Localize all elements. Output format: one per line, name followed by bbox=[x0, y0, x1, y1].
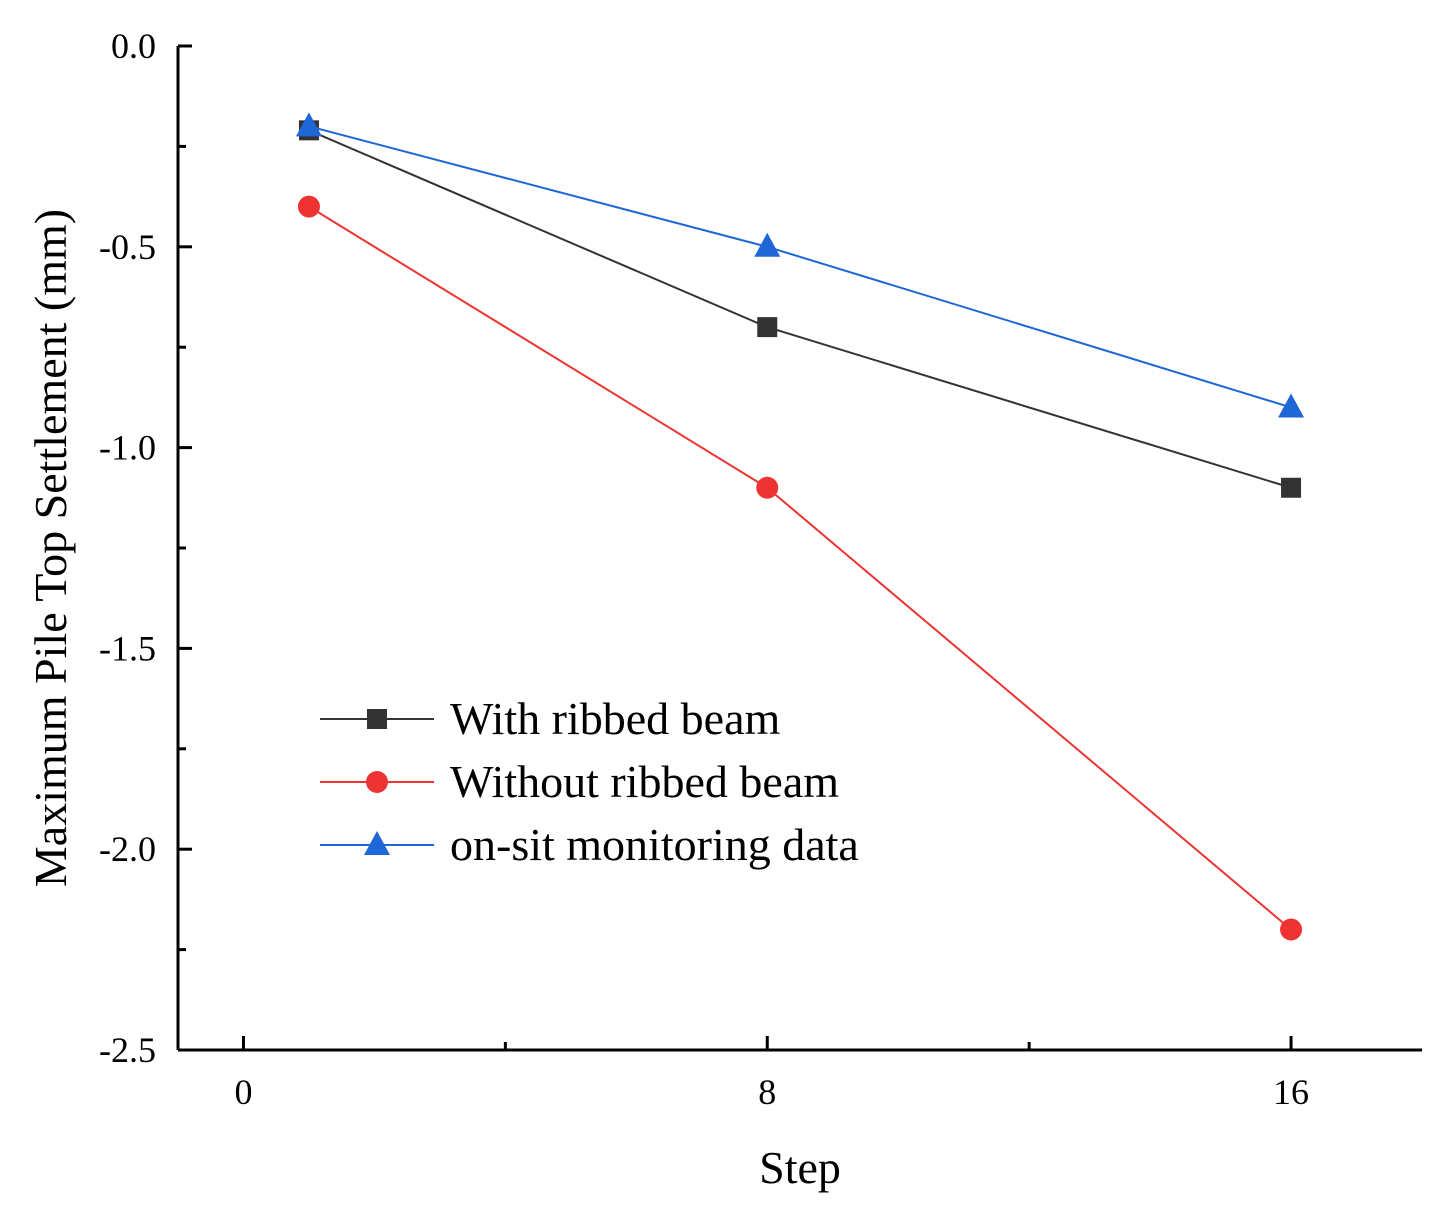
data-point bbox=[754, 232, 781, 257]
data-point bbox=[757, 317, 778, 338]
axes: 0.0 -0.5 -1.0 -1.5 -2.0 -2.5 0 8 16 bbox=[99, 26, 1422, 1112]
data-point bbox=[756, 476, 779, 499]
legend-marker bbox=[366, 771, 388, 793]
legend-marker bbox=[367, 709, 387, 729]
y-tick-label: -1.5 bbox=[99, 628, 156, 668]
series-2 bbox=[297, 195, 1303, 941]
y-tick-label: -2.5 bbox=[99, 1030, 156, 1070]
x-tick-label: 16 bbox=[1273, 1072, 1309, 1112]
series-3 bbox=[295, 112, 1305, 418]
data-point bbox=[1280, 918, 1303, 941]
x-tick-label: 8 bbox=[758, 1072, 776, 1112]
legend-label: With ribbed beam bbox=[450, 693, 780, 744]
legend-marker bbox=[364, 831, 390, 855]
data-point bbox=[1278, 393, 1305, 418]
data-point bbox=[1281, 477, 1302, 498]
legend: With ribbed beam Without ribbed beam on-si… bbox=[320, 693, 859, 870]
y-axis-title: Maximum Pile Top Settlement (mm) bbox=[25, 209, 76, 887]
legend-label: Without ribbed beam bbox=[450, 756, 839, 807]
legend-item: Without ribbed beam bbox=[320, 756, 839, 807]
legend-item: on-sit monitoring data bbox=[320, 819, 859, 870]
y-tick-label: -2.0 bbox=[99, 829, 156, 869]
data-point bbox=[295, 112, 322, 137]
y-tick-label: 0.0 bbox=[111, 26, 156, 66]
x-tick-label: 0 bbox=[234, 1072, 252, 1112]
data-point bbox=[297, 195, 320, 218]
series-1 bbox=[298, 120, 1302, 498]
y-tick-label: -1.0 bbox=[99, 428, 156, 468]
legend-item: With ribbed beam bbox=[320, 693, 780, 744]
series-line bbox=[308, 129, 1292, 489]
legend-label: on-sit monitoring data bbox=[450, 819, 859, 870]
plot-area bbox=[295, 112, 1305, 941]
x-axis-title: Step bbox=[759, 1142, 841, 1193]
series-line bbox=[308, 125, 1292, 409]
y-tick-label: -0.5 bbox=[99, 227, 156, 267]
